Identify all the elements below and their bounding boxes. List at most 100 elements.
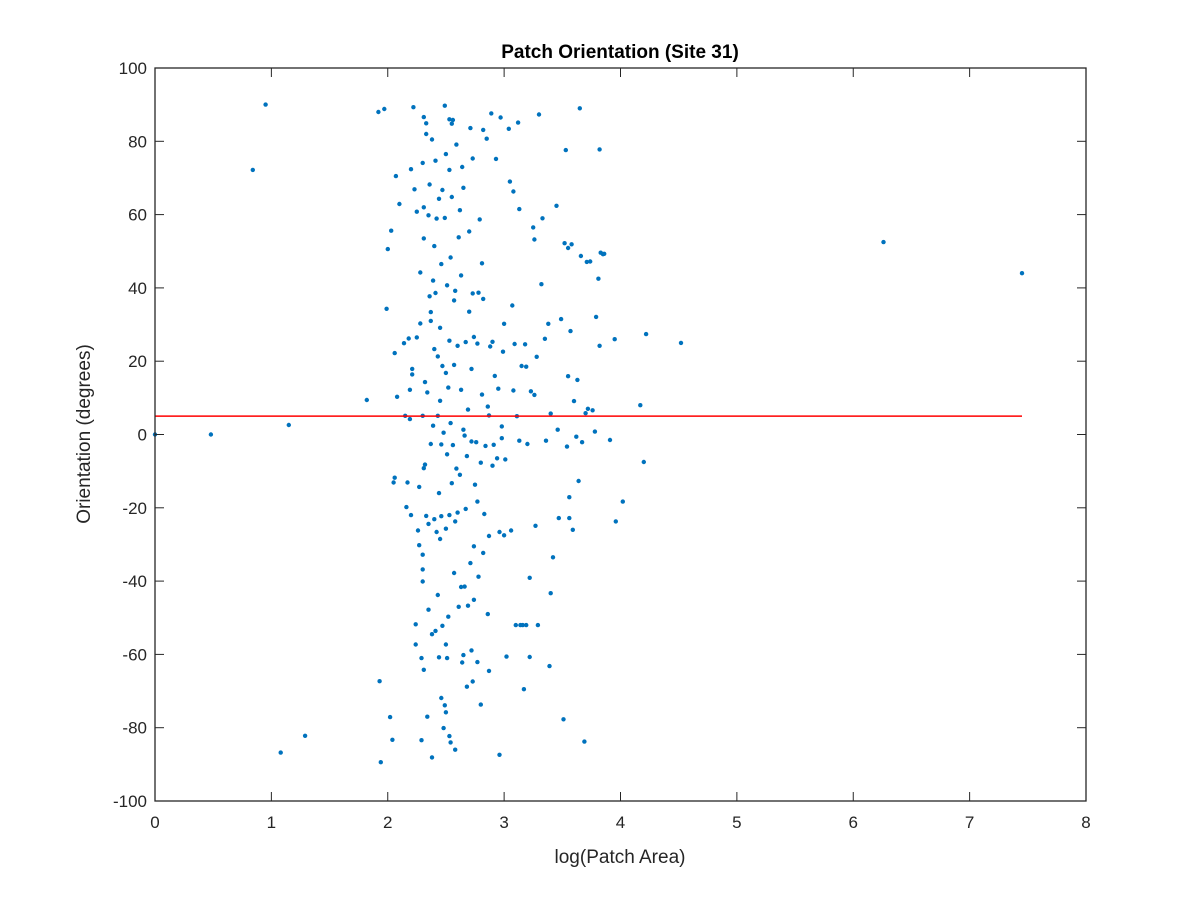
data-point (576, 478, 581, 484)
data-point (462, 584, 467, 589)
data-point (486, 533, 492, 539)
data-point (465, 603, 471, 608)
data-point (590, 408, 595, 413)
data-point (501, 533, 507, 538)
data-point (486, 668, 492, 674)
data-point (499, 424, 504, 429)
y-axis-label: Orientation (degrees) (74, 344, 95, 524)
data-point (527, 654, 532, 660)
data-point (638, 403, 643, 408)
data-point (441, 430, 446, 435)
data-point (447, 338, 452, 343)
data-point (302, 733, 308, 738)
data-point (539, 282, 544, 287)
data-point (441, 725, 446, 731)
data-point (444, 452, 450, 457)
x-tick-label: 3 (499, 813, 508, 832)
data-point (476, 574, 481, 579)
data-point (421, 114, 426, 120)
data-point (434, 216, 439, 221)
data-point (415, 528, 421, 533)
data-point (475, 499, 480, 504)
data-point (414, 335, 419, 340)
data-point (461, 427, 466, 432)
data-point (442, 703, 447, 708)
data-point (475, 341, 480, 346)
data-point (420, 579, 425, 584)
data-point (515, 120, 521, 125)
data-point (456, 235, 461, 240)
y-tick-label: 20 (128, 352, 147, 371)
data-point (377, 679, 382, 684)
data-point (263, 102, 268, 107)
data-point (528, 389, 534, 394)
data-point (491, 442, 496, 447)
y-tick-label: 40 (128, 279, 147, 298)
data-point (457, 472, 463, 477)
x-tick-label: 0 (150, 813, 159, 832)
data-point (568, 328, 573, 334)
data-point (456, 604, 461, 609)
data-point (470, 291, 475, 296)
data-points (152, 102, 1025, 765)
data-point (412, 187, 417, 192)
y-tick-label: 0 (138, 426, 147, 445)
data-point (427, 182, 432, 187)
data-point (536, 112, 542, 117)
data-point (436, 196, 442, 201)
data-point (506, 126, 511, 131)
data-point (397, 201, 402, 207)
data-point (485, 611, 490, 617)
data-point (457, 208, 463, 213)
data-point (440, 187, 445, 193)
data-point (501, 321, 507, 326)
data-point (1019, 271, 1025, 276)
data-point (554, 203, 559, 208)
data-point (278, 750, 283, 755)
data-point (418, 321, 423, 326)
data-point (481, 296, 486, 302)
data-point (488, 344, 493, 349)
data-point (442, 103, 447, 108)
data-point (504, 654, 509, 659)
data-point (469, 439, 474, 444)
x-tick-label: 7 (965, 813, 974, 832)
data-point (467, 309, 472, 314)
y-tick-label: 100 (119, 59, 147, 78)
x-tick-label: 4 (616, 813, 625, 832)
data-point (643, 331, 649, 337)
data-point (478, 702, 483, 707)
data-point (460, 660, 465, 665)
data-point (454, 142, 459, 147)
x-tick-label: 6 (849, 813, 858, 832)
data-point (407, 387, 413, 392)
data-point (531, 225, 536, 230)
data-point (448, 255, 453, 260)
data-point (420, 567, 425, 572)
data-point (413, 622, 418, 627)
data-point (414, 209, 419, 214)
data-point (578, 253, 584, 259)
data-point (478, 460, 483, 465)
data-point (461, 185, 466, 190)
data-point (376, 109, 381, 115)
data-point (593, 314, 599, 320)
data-point (508, 528, 514, 533)
data-point (421, 205, 426, 210)
data-point (458, 273, 464, 278)
data-point (391, 480, 396, 485)
data-point (424, 513, 429, 519)
data-point (574, 434, 579, 439)
data-point (392, 475, 397, 480)
data-point (475, 659, 480, 665)
data-point (584, 259, 589, 265)
x-tick-label: 2 (383, 813, 392, 832)
data-point (427, 294, 432, 299)
data-point (433, 290, 438, 296)
data-point (556, 515, 561, 521)
y-tick-label: -100 (113, 792, 147, 811)
data-point (499, 436, 504, 441)
data-point (596, 276, 601, 281)
data-point (447, 512, 452, 518)
data-point (448, 420, 453, 426)
